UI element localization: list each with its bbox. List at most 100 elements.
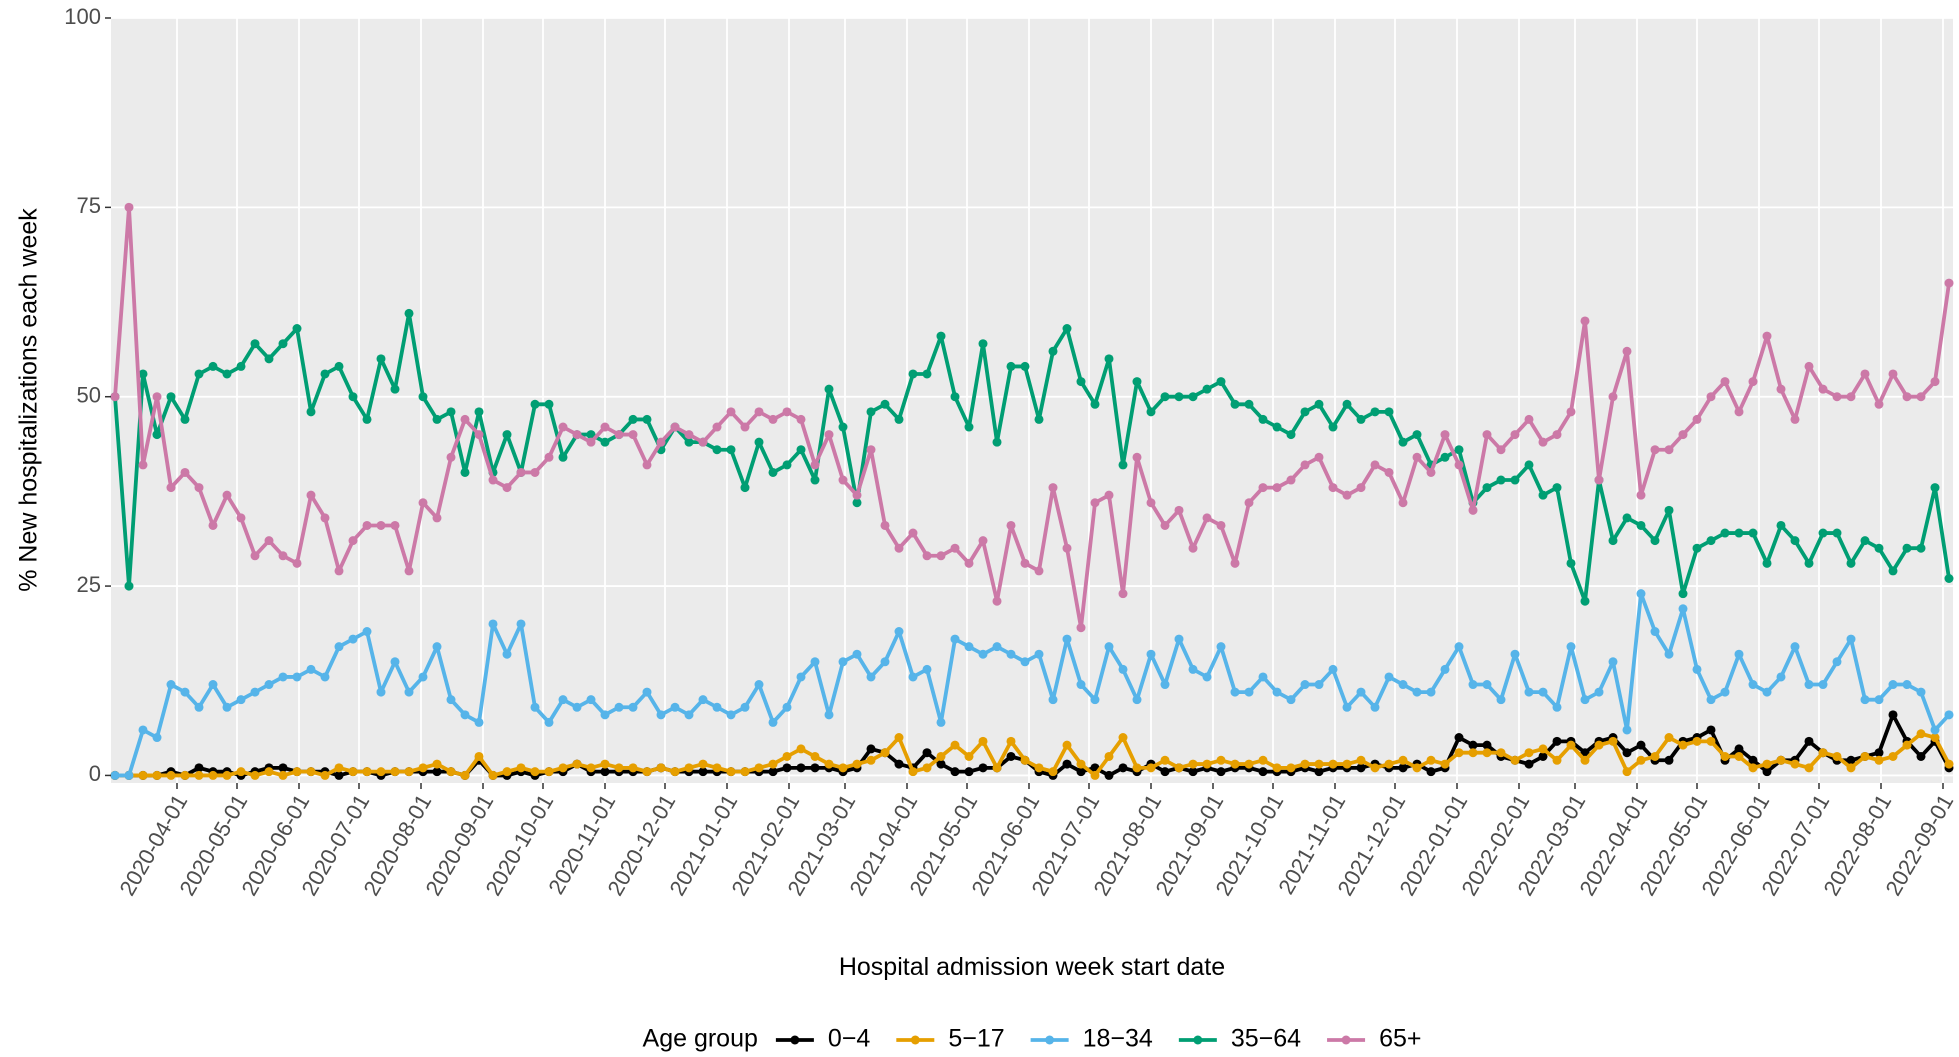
data-point [992,642,1002,652]
data-point [852,759,862,769]
data-point [1076,759,1086,769]
data-point [362,627,372,637]
data-point [992,763,1002,773]
data-point [586,437,596,447]
data-point [1230,759,1240,769]
data-point [516,619,526,629]
data-point [1118,460,1128,470]
data-point [306,407,316,417]
data-point [992,437,1002,447]
data-point [404,308,414,318]
data-point [642,460,652,470]
data-point [1874,399,1884,409]
data-point [768,767,778,777]
data-point [712,445,722,455]
data-point [1342,490,1352,500]
data-point [670,767,680,777]
data-point [264,536,274,546]
data-point [1356,763,1366,773]
data-point [124,770,134,780]
data-point [558,422,568,432]
data-point [446,407,456,417]
data-point [782,763,792,773]
data-point [1706,695,1716,705]
data-point [1916,751,1926,761]
data-point [810,751,820,761]
data-point [768,467,778,477]
data-point [838,475,848,485]
data-point [208,361,218,371]
data-point [684,710,694,720]
data-point [1622,767,1632,777]
data-point [138,460,148,470]
data-point [1720,377,1730,387]
data-point [1090,399,1100,409]
data-point [1062,759,1072,769]
data-point [1020,755,1030,765]
data-point [712,422,722,432]
data-point [1524,460,1534,470]
data-point [1832,528,1842,538]
data-point [1524,414,1534,424]
data-point [1734,407,1744,417]
data-point [1930,725,1940,735]
data-point [1734,744,1744,754]
data-point [1734,649,1744,659]
data-point [1146,649,1156,659]
data-point [866,445,876,455]
data-point [1370,460,1380,470]
data-point [544,717,554,727]
data-point [1916,729,1926,739]
marks [110,202,1954,780]
data-point [1300,680,1310,690]
data-point [1188,664,1198,674]
data-point [334,361,344,371]
data-point [488,619,498,629]
data-point [656,763,666,773]
data-point [740,483,750,493]
data-point [110,392,120,402]
data-point [796,763,806,773]
data-point [684,430,694,440]
data-point [1440,759,1450,769]
data-point [1398,680,1408,690]
data-point [1370,407,1380,417]
data-point [1720,528,1730,538]
legend-key-point [910,1035,920,1045]
data-point [376,767,386,777]
data-point [978,339,988,349]
data-point [1244,399,1254,409]
data-point [866,755,876,765]
data-point [404,566,414,576]
data-point [1888,369,1898,379]
data-point [460,414,470,424]
data-point [1650,536,1660,546]
y-axis-title: % New hospitalizations each week [15,208,43,592]
data-point [726,445,736,455]
data-point [530,767,540,777]
data-point [1174,505,1184,515]
data-point [1356,755,1366,765]
data-point [558,452,568,462]
data-point [180,687,190,697]
data-point [1552,755,1562,765]
data-point [1356,687,1366,697]
data-point [1216,520,1226,530]
data-point [1272,422,1282,432]
data-point [1286,475,1296,485]
data-point [1454,733,1464,743]
data-point [1552,483,1562,493]
data-point [432,513,442,523]
data-point [1776,520,1786,530]
data-point [1902,392,1912,402]
data-point [418,498,428,508]
data-point [922,763,932,773]
data-point [586,763,596,773]
data-point [1608,657,1618,667]
data-point [194,369,204,379]
data-point [894,627,904,637]
data-point [824,710,834,720]
data-point [1818,680,1828,690]
data-point [1818,384,1828,394]
data-point [1174,763,1184,773]
